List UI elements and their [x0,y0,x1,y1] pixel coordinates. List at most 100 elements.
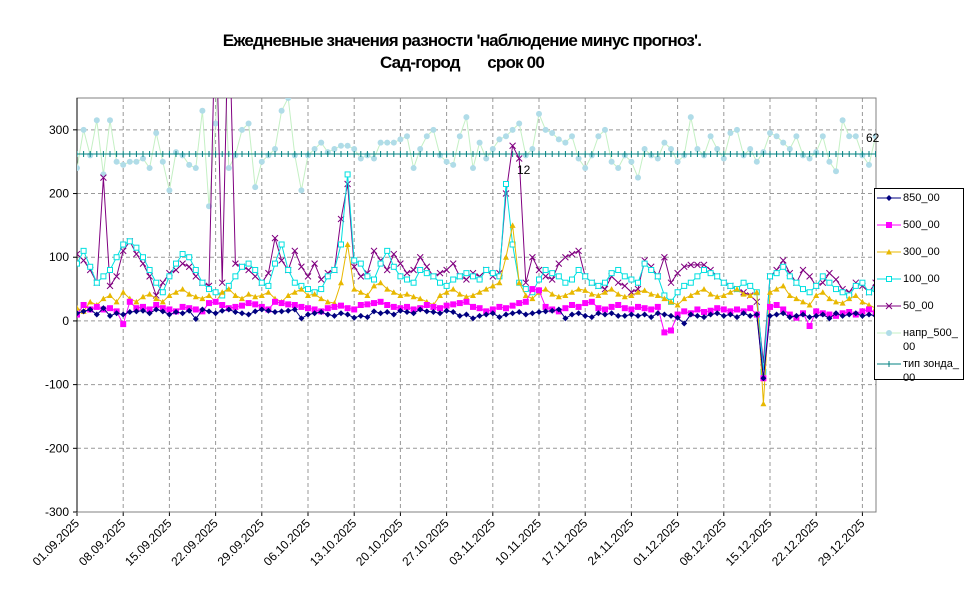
marker [159,158,166,165]
marker [476,276,483,283]
marker [819,311,826,318]
marker [575,286,582,292]
marker [192,293,199,300]
marker [430,273,437,280]
marker [185,263,193,271]
marker [192,151,199,158]
marker [357,272,365,280]
marker [416,253,424,261]
marker [113,151,120,158]
x-tick-label: 13.10.2025 [307,516,360,569]
marker [404,291,410,297]
marker [258,158,265,165]
marker [470,315,476,322]
marker [734,151,740,158]
marker [450,151,457,158]
marker [753,298,761,306]
marker [278,151,285,158]
marker [826,158,833,165]
marker [146,306,153,313]
marker [338,142,344,149]
marker [456,273,463,280]
marker [271,234,279,242]
marker [555,136,562,143]
marker [225,165,232,172]
marker [179,260,186,267]
marker [153,279,160,286]
marker [720,279,727,286]
marker [173,151,179,158]
marker [397,307,404,314]
marker [562,151,569,158]
marker [384,302,391,308]
marker [318,309,325,316]
marker [866,302,872,308]
marker [311,306,318,313]
marker [635,312,641,319]
marker [575,155,582,162]
marker [93,303,100,310]
marker [608,158,615,165]
marker [166,273,173,280]
marker [252,293,259,300]
marker [747,282,754,289]
marker [826,315,833,322]
marker [437,292,443,298]
legend-swatch [877,330,901,336]
marker [839,151,846,158]
marker [133,298,140,305]
marker [80,151,87,158]
marker [470,303,476,310]
marker [780,151,787,158]
marker [767,303,773,310]
marker [680,263,688,271]
marker [371,276,377,283]
marker [384,247,391,254]
marker [213,0,219,5]
x-tick-label: 01.12.2025 [630,516,683,569]
marker [331,266,338,273]
marker [450,276,457,283]
marker [206,292,212,298]
legend-item: 850_00 [875,191,965,205]
marker [476,305,483,312]
marker [773,311,780,318]
marker [621,282,629,290]
marker [423,302,430,308]
marker [437,151,443,158]
legend-label: 50_00 [903,300,934,312]
marker [489,270,496,277]
marker [80,257,87,264]
marker [780,310,787,317]
marker [285,98,292,101]
marker [120,151,127,158]
marker [668,145,674,152]
marker [186,307,193,314]
marker [423,270,430,277]
marker [681,282,688,289]
marker [516,120,523,127]
y-tick-label: 0 [62,314,69,328]
marker [219,151,226,158]
marker [470,273,476,280]
marker [232,151,239,158]
legend-swatch [877,302,901,310]
marker [707,270,714,277]
marker [839,117,846,124]
marker [351,257,358,264]
marker [324,311,331,318]
marker [126,298,133,305]
x-tick-label: 08.12.2025 [677,516,730,569]
marker [245,120,252,127]
marker [707,291,714,297]
marker [886,195,892,201]
marker [668,298,674,305]
marker [740,151,747,158]
x-tick-label: 03.11.2025 [446,516,498,568]
marker [338,151,344,158]
marker [225,306,232,313]
x-tick-label: 15.09.2025 [122,516,175,569]
marker [245,311,252,318]
marker [588,291,595,297]
marker [245,151,252,158]
